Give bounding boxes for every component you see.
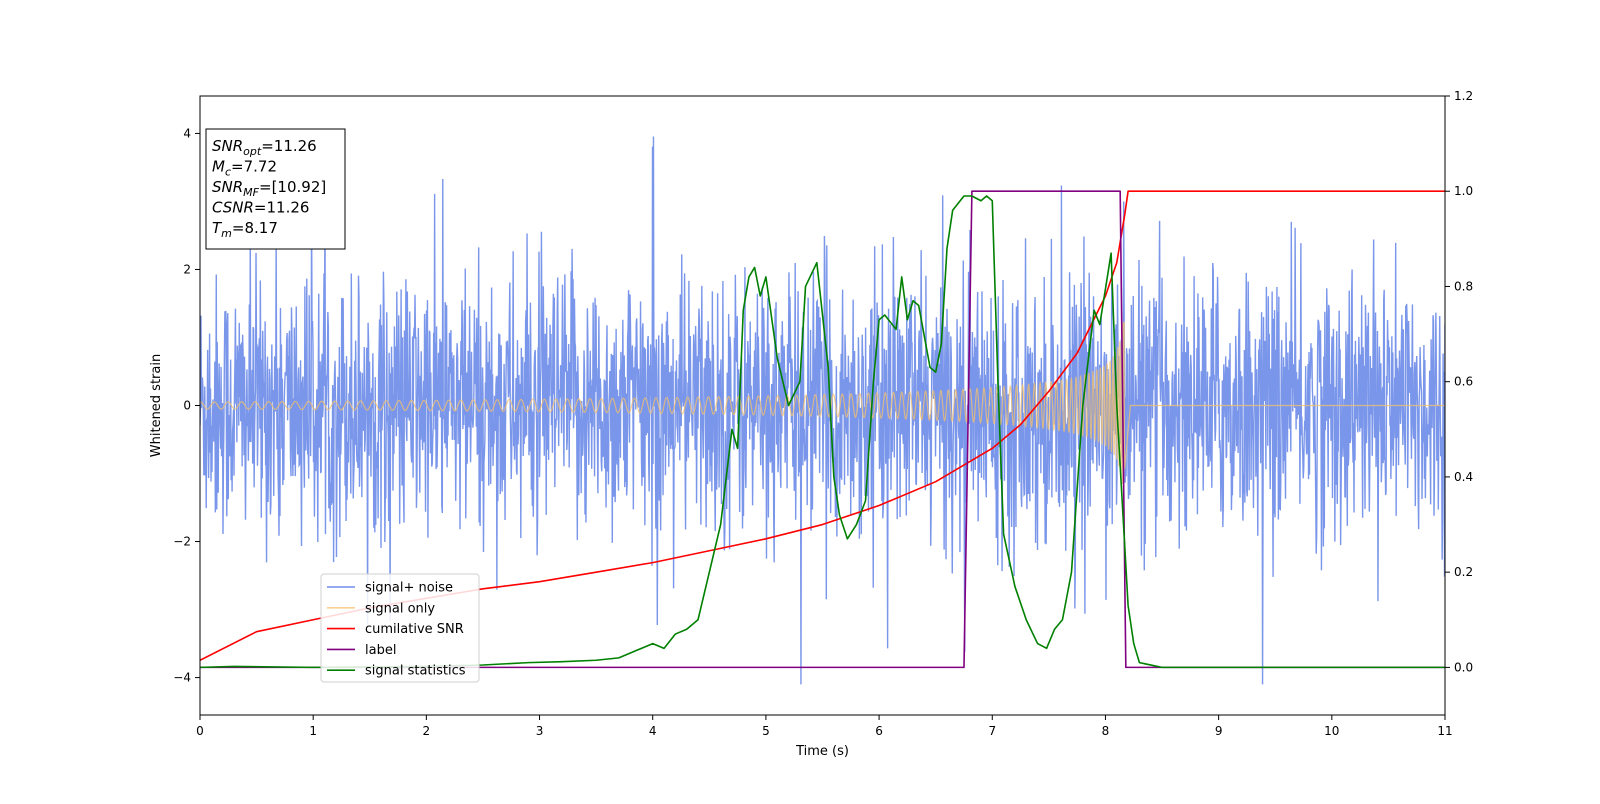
info-subscript: opt bbox=[243, 145, 262, 158]
y-tick-label-left: −4 bbox=[173, 671, 191, 685]
y-tick-label-right: 0.0 bbox=[1454, 660, 1473, 674]
info-box-frame bbox=[205, 128, 346, 250]
x-tick-label: 6 bbox=[875, 724, 883, 738]
x-tick-label: 10 bbox=[1324, 724, 1339, 738]
info-value: =[10.92] bbox=[259, 178, 326, 196]
x-tick-label: 8 bbox=[1102, 724, 1110, 738]
info-subscript: MF bbox=[243, 186, 259, 199]
series-line-signal-statistics bbox=[200, 195, 1445, 669]
x-tick-label: 4 bbox=[649, 724, 657, 738]
legend-label: cumilative SNR bbox=[365, 622, 464, 637]
y-tick-label-left: −2 bbox=[173, 535, 191, 549]
y-axis-label: Whitened strain bbox=[149, 354, 164, 457]
x-axis-label: Time (s) bbox=[795, 744, 849, 759]
info-box-line: SNRMF=[10.92] bbox=[212, 178, 326, 199]
x-tick-label: 7 bbox=[988, 724, 996, 738]
info-box-line: CSNR=11.26 bbox=[212, 199, 309, 217]
y-tick-label-right: 1.2 bbox=[1454, 89, 1473, 103]
y-tick-label-left: 0 bbox=[183, 399, 191, 413]
x-axis: 0 1 2 3 4 5 6 7 8 9 10 11 bbox=[196, 715, 1453, 738]
x-tick-label: 11 bbox=[1437, 724, 1452, 738]
info-symbol: SNR bbox=[212, 137, 243, 155]
x-tick-label: 9 bbox=[1215, 724, 1223, 738]
info-subscript: m bbox=[221, 227, 232, 240]
series-line-signal-only bbox=[200, 321, 1445, 484]
legend-label: signal only bbox=[365, 601, 435, 616]
x-tick-label: 2 bbox=[423, 724, 431, 738]
x-tick-label: 1 bbox=[309, 724, 317, 738]
info-box: SNRopt=11.26Mc=7.72SNRMF=[10.92]CSNR=11.… bbox=[205, 128, 346, 250]
y-tick-label-right: 0.4 bbox=[1454, 470, 1473, 484]
y-tick-label-right: 0.2 bbox=[1454, 565, 1473, 579]
legend-frame bbox=[320, 573, 480, 683]
info-value: =8.17 bbox=[232, 219, 278, 237]
info-value: =11.26 bbox=[254, 199, 310, 217]
info-value: =11.26 bbox=[261, 137, 317, 155]
series-line-signal-noise bbox=[200, 136, 1445, 685]
x-tick-label: 0 bbox=[196, 724, 204, 738]
info-symbol: M bbox=[212, 158, 225, 176]
info-symbol: CSNR bbox=[212, 199, 254, 217]
info-symbol: T bbox=[212, 219, 223, 237]
x-tick-label: 5 bbox=[762, 724, 770, 738]
y-tick-label-right: 1.0 bbox=[1454, 184, 1473, 198]
info-box-line: SNRopt=11.26 bbox=[212, 137, 317, 158]
legend-label: label bbox=[365, 643, 396, 658]
info-box-line: Mc=7.72 bbox=[212, 158, 277, 179]
x-tick-label: 3 bbox=[536, 724, 544, 738]
y-tick-label-left: 4 bbox=[183, 126, 191, 140]
y-tick-label-right: 0.8 bbox=[1454, 279, 1473, 293]
legend: signal+ noise signal only cumilative SNR la… bbox=[320, 573, 480, 683]
y-axis-left: −4 −2 0 2 4 bbox=[173, 126, 200, 685]
legend-label: signal+ noise bbox=[365, 581, 453, 596]
y-tick-label-right: 0.6 bbox=[1454, 375, 1473, 389]
info-box-line: Tm=8.17 bbox=[212, 219, 278, 240]
y-axis-right: 0.0 0.2 0.4 0.6 0.8 1.0 1.2 bbox=[1445, 89, 1473, 674]
legend-label: signal statistics bbox=[365, 664, 466, 679]
info-value: =7.72 bbox=[231, 158, 277, 176]
y-tick-label-left: 2 bbox=[183, 262, 191, 276]
info-symbol: SNR bbox=[212, 178, 243, 196]
info-subscript: c bbox=[225, 166, 231, 179]
